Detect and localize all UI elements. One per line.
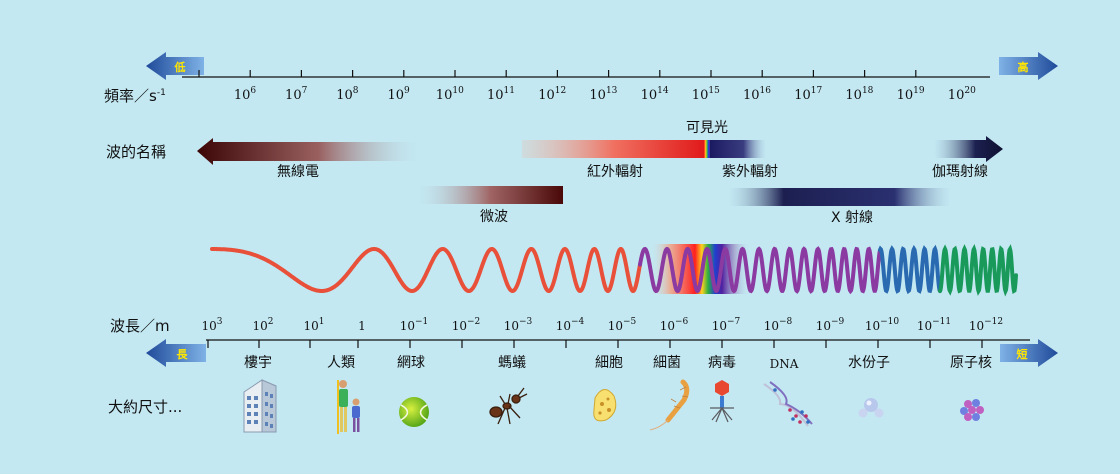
microwave-band	[418, 186, 563, 204]
dna-icon	[763, 381, 813, 427]
size-label: 大約尺寸...	[108, 398, 182, 416]
wavelength-tick-label: 101	[303, 317, 324, 333]
high-label: 高	[1018, 60, 1029, 74]
frequency-tick-label: 106	[234, 86, 257, 103]
infrared-band	[522, 140, 706, 158]
wave-illustration	[210, 244, 1018, 297]
wavelength-tick-label: 10−5	[608, 317, 637, 333]
size-item-water-molecule: 水份子	[848, 355, 890, 371]
frequency-axis: 低 高 106 107 108 109 1010 1011 1012 1013 1014 1015…	[104, 52, 1058, 105]
size-item-dna: DNA	[770, 357, 799, 371]
microwave-label: 微波	[480, 209, 508, 225]
frequency-tick-label: 1018	[845, 86, 873, 103]
frequency-tick-label: 1011	[487, 86, 515, 103]
cell-icon	[593, 389, 617, 422]
wavelength-tick-label: 10−8	[764, 317, 793, 333]
frequency-ticks: 106 107 108 109 1010 1011 1012 1013 1014 1015 1016…	[198, 70, 976, 103]
gamma-band	[934, 136, 1003, 162]
building-icon	[243, 379, 277, 433]
frequency-tick-label: 107	[285, 86, 308, 103]
infrared-label: 紅外輻射	[587, 164, 643, 180]
wave-names: 波的名稱 無線電 微波 紅外輻射 可見光 紫外輻射 X 射線 伽瑪射線	[106, 120, 1003, 226]
tennis-ball-icon	[399, 397, 429, 427]
wavelength-tick-label: 10−1	[400, 317, 429, 333]
xray-band	[728, 188, 950, 206]
wave-line	[210, 244, 1018, 297]
wavelength-ticks: 103 102 101 1 10−1 10−2 10−3 10−4 10−5 10−6 10−7 10…	[201, 317, 1003, 348]
wavelength-tick-label: 10−7	[712, 317, 741, 333]
frequency-tick-label: 1020	[948, 86, 976, 103]
frequency-tick-label: 1013	[589, 86, 617, 103]
wavelength-axis-label: 波長／m	[110, 317, 170, 335]
long-label: 長	[177, 348, 189, 361]
wavelength-tick-label: 10−6	[660, 317, 689, 333]
wave-segment	[938, 244, 1018, 297]
xray-label: X 射線	[831, 210, 873, 226]
wavelength-tick-label: 103	[201, 317, 222, 333]
radio-label: 無線電	[277, 164, 319, 180]
wavelength-tick-label: 10−12	[969, 317, 1003, 333]
size-item-nucleus: 原子核	[950, 355, 992, 371]
size-item-ant: 螞蟻	[498, 354, 526, 371]
ant-icon	[489, 387, 528, 425]
visible-band	[704, 140, 710, 158]
virus-icon	[710, 380, 734, 423]
frequency-tick-label: 108	[336, 86, 359, 103]
size-item-humans: 人類	[327, 355, 355, 371]
frequency-tick-label: 1017	[794, 86, 822, 103]
wavelength-tick-label: 102	[252, 317, 273, 333]
wavelength-tick-label: 10−3	[504, 317, 533, 333]
ultraviolet-label: 紫外輻射	[722, 164, 778, 180]
wavelength-tick-label: 10−4	[556, 317, 585, 333]
size-item-building: 樓宇	[244, 355, 272, 371]
wave-segment	[878, 244, 942, 295]
wavelength-tick-label: 10−10	[865, 317, 900, 333]
frequency-tick-label: 1015	[692, 86, 720, 103]
wave-segment	[638, 246, 882, 295]
frequency-axis-label: 頻率／s-1	[104, 87, 166, 105]
visible-label: 可見光	[686, 120, 728, 136]
humans-icon	[337, 380, 360, 434]
size-item-bacterium: 細菌	[653, 355, 681, 371]
frequency-tick-label: 1016	[743, 86, 771, 103]
frequency-tick-label: 1014	[641, 86, 669, 103]
frequency-tick-label: 109	[387, 86, 410, 103]
size-item-virus: 病毒	[708, 355, 736, 371]
frequency-tick-label: 1019	[897, 86, 925, 103]
long-arrow	[146, 339, 206, 367]
wavelength-tick-label: 10−11	[917, 317, 951, 333]
water-molecule-icon	[858, 398, 884, 418]
wavelength-axis: 波長／m 103 102 101 1 10−1 10−2 10−3 10−4 10−5 10−6 1…	[110, 317, 1058, 367]
size-item-tennis-ball: 網球	[397, 355, 425, 371]
wavelength-tick-label: 1	[358, 319, 366, 333]
ultraviolet-band	[710, 140, 766, 158]
high-arrow	[999, 52, 1058, 80]
wavelength-tick-label: 10−2	[452, 317, 481, 333]
short-arrow	[1000, 339, 1058, 367]
wavelength-tick-label: 10−9	[816, 317, 845, 333]
approximate-sizes: 大約尺寸... 樓宇 人類 網球 螞蟻 細胞 細菌 病毒 DNA 水份子 原子核	[108, 354, 992, 434]
bacterium-icon	[649, 379, 690, 431]
frequency-tick-label: 1012	[538, 86, 566, 103]
gamma-label: 伽瑪射線	[932, 164, 988, 180]
nucleus-icon	[960, 399, 984, 421]
short-label: 短	[1017, 347, 1028, 361]
low-label: 低	[174, 60, 186, 74]
size-item-cell: 細胞	[595, 355, 623, 371]
wave-segment	[210, 246, 642, 294]
wave-names-label: 波的名稱	[106, 143, 166, 161]
low-arrow	[146, 52, 204, 80]
frequency-tick-label: 1010	[436, 86, 464, 103]
radio-band	[197, 138, 418, 165]
